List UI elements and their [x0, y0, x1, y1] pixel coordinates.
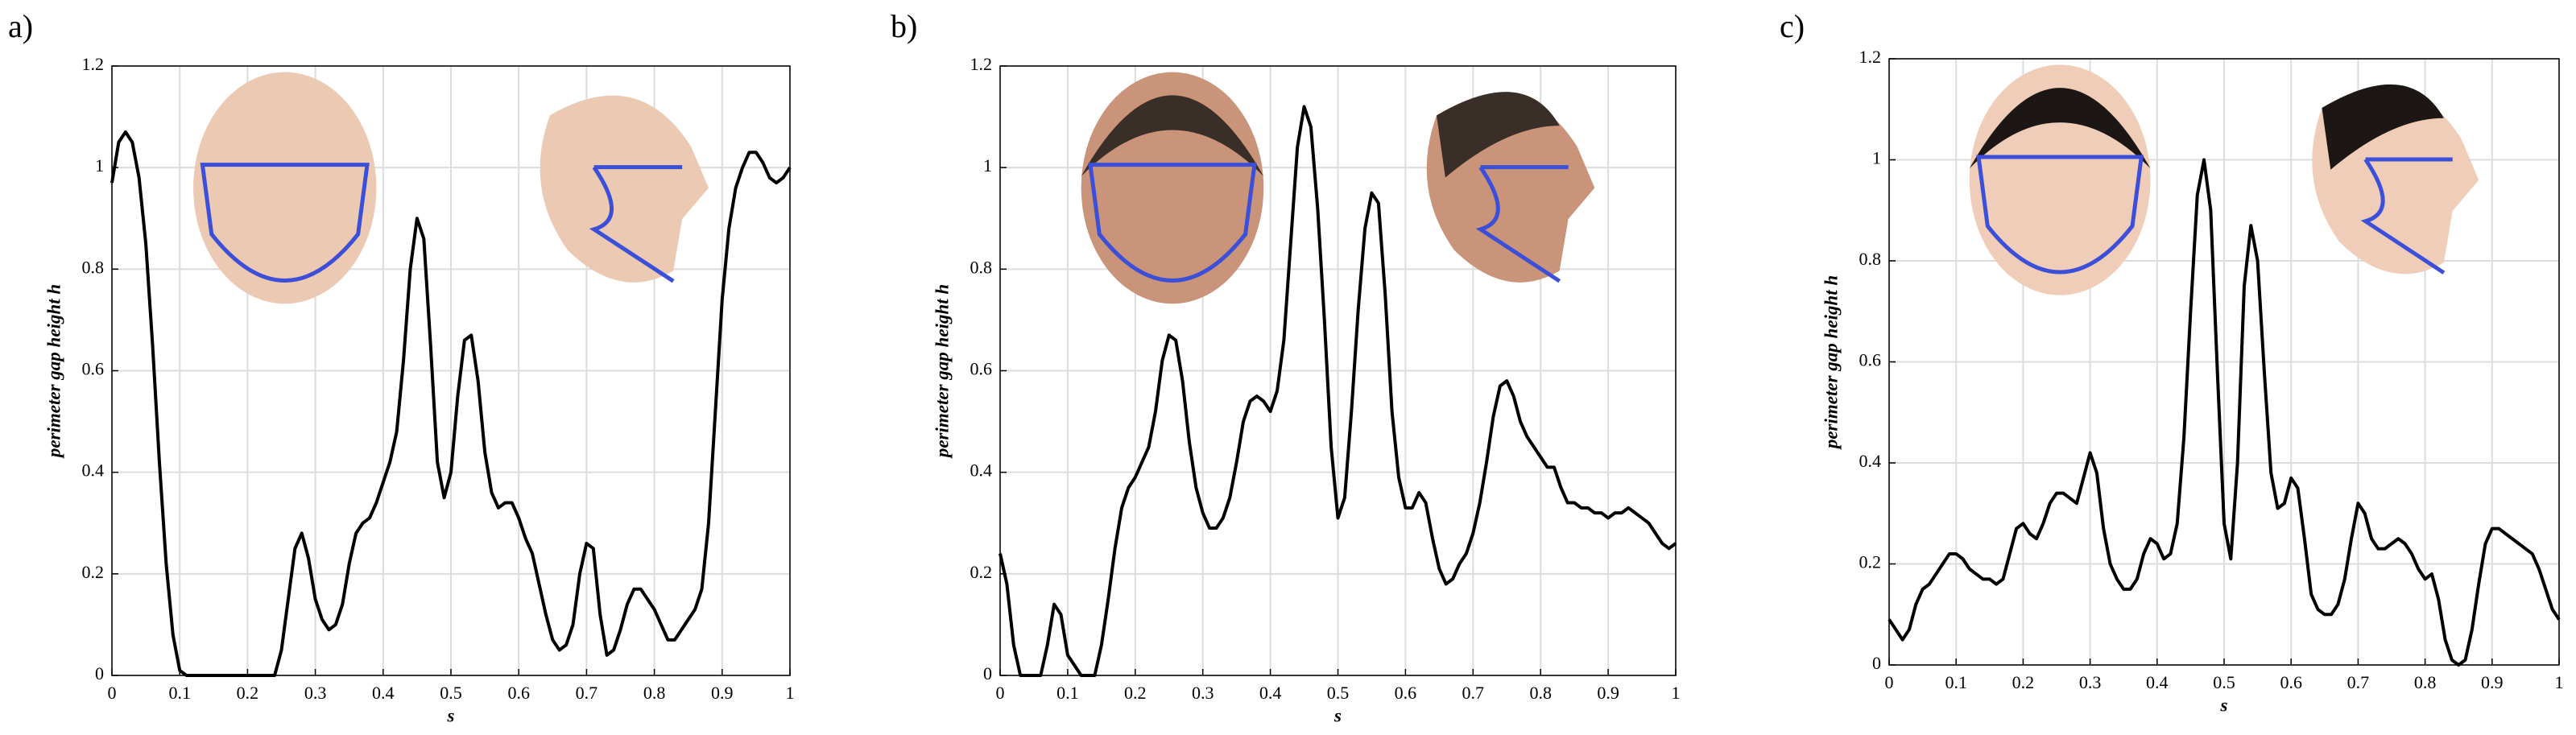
x-tick-label: 0.3	[304, 683, 327, 703]
x-tick-label: 0	[996, 683, 1005, 703]
plot-frame	[999, 65, 1677, 676]
x-tick-label: 0.8	[1529, 683, 1552, 703]
y-tick-label: 1.2	[1859, 47, 1882, 67]
y-tick-label: 0	[95, 663, 104, 683]
x-tick-label: 0.2	[2012, 672, 2035, 692]
x-axis-label: s	[2220, 695, 2228, 715]
x-tick-label: 0.5	[440, 683, 462, 703]
y-tick-label: 0.8	[970, 257, 993, 277]
profile-image	[540, 95, 709, 283]
plot-frame	[1888, 58, 2560, 666]
x-tick-label: 0.4	[2146, 672, 2169, 692]
y-axis-label: perimeter gap height h	[932, 284, 952, 459]
y-tick-label: 0.2	[970, 562, 993, 582]
x-tick-label: 1	[786, 683, 795, 703]
x-tick-label: 0.1	[1056, 683, 1079, 703]
x-tick-label: 0	[108, 683, 117, 703]
y-tick-label: 1.2	[970, 54, 993, 74]
x-tick-label: 0.7	[2347, 672, 2370, 692]
x-axis-label: s	[1333, 705, 1342, 725]
x-tick-label: 0	[1885, 672, 1894, 692]
x-tick-label: 0.7	[576, 683, 598, 703]
x-tick-label: 0.2	[1124, 683, 1147, 703]
x-tick-label: 0.4	[372, 683, 395, 703]
chart-panel: 0 0.1 0.2 0.3 0.4 0.5 0.6 0.7 0.8 0.9 1 0 0.2 0.4 0.6 0…	[8, 8, 795, 725]
x-tick-label: 0.2	[237, 683, 259, 703]
y-tick-label: 0	[1872, 653, 1881, 673]
x-tick-label: 0.6	[1395, 683, 1417, 703]
face-curve	[1976, 155, 2144, 275]
x-tick-label: 0.8	[643, 683, 666, 703]
x-axis-label: s	[447, 705, 455, 725]
y-tick-label: 0.4	[82, 460, 105, 481]
x-tick-label: 0.9	[711, 683, 734, 703]
face-curve	[200, 163, 370, 283]
x-tick-label: 0.3	[2079, 672, 2102, 692]
y-tick-label: 0.6	[1859, 350, 1882, 370]
plot-frame	[111, 65, 791, 676]
y-tick-label: 0.6	[82, 359, 105, 379]
y-tick-label: 0.8	[1859, 249, 1882, 269]
face-hair	[1081, 95, 1264, 177]
face-curve	[1088, 163, 1257, 283]
profile-curve	[2360, 157, 2453, 275]
data-line	[1888, 158, 2561, 667]
x-tick-label: 0.1	[168, 683, 191, 703]
y-tick-label: 0.4	[1859, 451, 1882, 471]
x-tick-label: 0.9	[2481, 672, 2504, 692]
chart-panel: 0 0.1 0.2 0.3 0.4 0.5 0.6 0.7 0.8 0.9 1 0 0.2 0.4 0.6 0…	[1780, 8, 2564, 715]
profile-curve	[1475, 165, 1569, 283]
y-tick-label: 0.6	[970, 359, 993, 379]
panel-label: b)	[891, 8, 917, 44]
x-tick-label: 0.5	[1327, 683, 1350, 703]
y-tick-label: 1	[983, 155, 992, 175]
y-axis-label: perimeter gap height h	[43, 284, 64, 459]
x-tick-label: 0.6	[507, 683, 530, 703]
x-tick-label: 0.4	[1259, 683, 1282, 703]
y-tick-label: 0.2	[1859, 552, 1882, 572]
data-line	[999, 105, 1677, 677]
profile-curve	[589, 165, 683, 283]
y-tick-label: 0.8	[82, 257, 105, 277]
x-tick-label: 1	[1672, 683, 1681, 703]
x-tick-label: 1	[2555, 672, 2564, 692]
x-tick-label: 0.5	[2213, 672, 2235, 692]
x-tick-label: 0.6	[2280, 672, 2302, 692]
y-tick-label: 1.2	[82, 54, 105, 74]
y-tick-label: 1	[95, 155, 104, 175]
panel-label: c)	[1780, 8, 1805, 44]
face-hair	[1969, 88, 2151, 169]
profile-hair	[2322, 84, 2444, 170]
panel-label: a)	[8, 8, 33, 44]
y-tick-label: 1	[1872, 148, 1881, 168]
x-tick-label: 0.8	[2414, 672, 2437, 692]
y-axis-label: perimeter gap height h	[1821, 275, 1841, 450]
y-tick-label: 0.4	[970, 460, 993, 481]
chart-panel: 0 0.1 0.2 0.3 0.4 0.5 0.6 0.7 0.8 0.9 1 0 0.2 0.4 0.6 0…	[891, 8, 1681, 725]
face-image	[193, 72, 377, 304]
x-tick-label: 0.3	[1192, 683, 1214, 703]
y-tick-label: 0	[983, 663, 992, 683]
y-tick-label: 0.2	[82, 562, 105, 582]
x-tick-label: 0.9	[1597, 683, 1619, 703]
x-tick-label: 0.7	[1462, 683, 1485, 703]
profile-hair	[1436, 92, 1560, 178]
x-tick-label: 0.1	[1945, 672, 1967, 692]
